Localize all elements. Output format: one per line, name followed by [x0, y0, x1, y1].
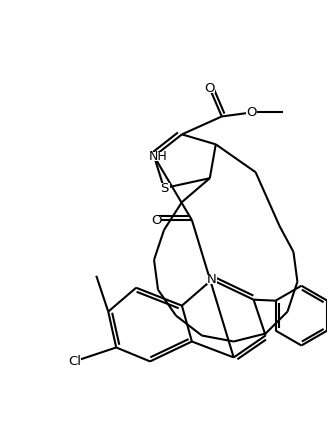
Bar: [151, 215, 161, 224]
Text: O: O: [246, 106, 257, 119]
Bar: [158, 183, 170, 193]
Text: O: O: [205, 82, 215, 95]
Bar: [205, 84, 215, 93]
Bar: [246, 108, 257, 117]
Text: S: S: [160, 181, 168, 194]
Text: O: O: [151, 214, 161, 227]
Text: Cl: Cl: [68, 355, 81, 368]
Bar: [207, 276, 217, 284]
Text: NH: NH: [149, 150, 167, 163]
Text: N: N: [207, 273, 217, 286]
Bar: [151, 151, 166, 161]
Bar: [68, 357, 81, 366]
